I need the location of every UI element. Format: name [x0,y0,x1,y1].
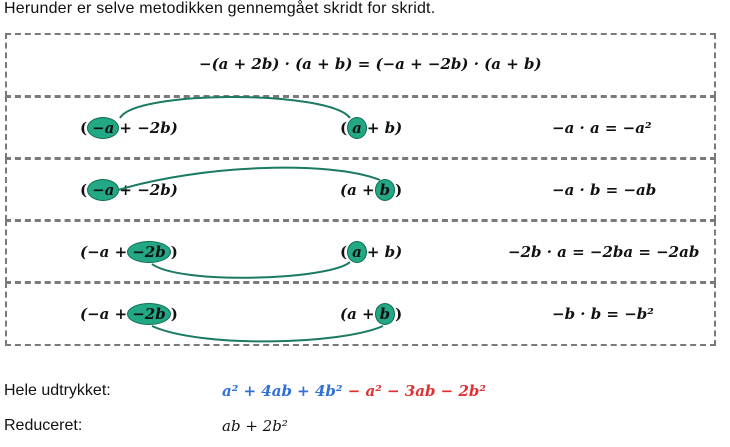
row4-left-highlight: −2b [127,303,171,325]
reduced-expression: ab + 2b² [222,417,288,435]
row2-result: −a · b = −ab [552,181,657,199]
row2-left-factor: (−a + −2b) [80,179,178,201]
row1-left-pre: ( [80,119,88,137]
row2-left-highlight: −a [87,179,120,201]
row2-left-post: + −2b) [119,181,178,199]
row2-left-pre: ( [80,181,88,199]
intro-text: Herunder er selve metodikken gennemgået … [4,0,436,17]
row3-left-pre: (−a + [80,243,128,261]
whole-expression: a² + 4ab + 4b² − a² − 3ab − 2b² [222,382,486,400]
whole-expression-label: Hele udtrykket: [4,382,111,399]
row1-left-post: + −2b) [119,119,178,137]
row2-mid-factor: (a + b) [340,179,403,201]
row2-mid-highlight: b [374,179,396,201]
row1-left-factor: (−a + −2b) [80,117,178,139]
row4-mid-highlight: b [374,303,396,325]
row3-mid-post: + b) [366,243,403,261]
whole-expression-red: − a² − 3ab − 2b² [342,382,486,400]
step-box-4 [5,282,716,346]
equation-text: −(a + 2b) · (a + b) = (−a + −2b) · (a + … [199,55,542,73]
row1-left-highlight: −a [87,117,120,139]
row4-left-factor: (−a + −2b) [80,303,178,325]
row2-mid-pre: (a + [340,181,375,199]
row4-left-pre: (−a + [80,305,128,323]
row4-mid-post: ) [395,305,403,323]
row2-mid-post: ) [395,181,403,199]
row1-mid-pre: ( [340,119,348,137]
row3-mid-highlight: a [347,241,367,263]
whole-expression-blue: a² + 4ab + 4b² [222,382,343,400]
row3-left-highlight: −2b [127,241,171,263]
row1-mid-post: + b) [366,119,403,137]
row4-mid-pre: (a + [340,305,375,323]
row3-result: −2b · a = −2ba = −2ab [508,243,700,261]
row3-mid-pre: ( [340,243,348,261]
row4-mid-factor: (a + b) [340,303,403,325]
row1-mid-factor: (a + b) [340,117,403,139]
row3-left-factor: (−a + −2b) [80,241,178,263]
row4-result: −b · b = −b² [552,305,654,323]
row4-left-post: ) [170,305,178,323]
row3-mid-factor: (a + b) [340,241,403,263]
row3-left-post: ) [170,243,178,261]
row1-result: −a · a = −a² [552,119,652,137]
row1-mid-highlight: a [347,117,367,139]
reduced-label: Reduceret: [4,417,83,434]
